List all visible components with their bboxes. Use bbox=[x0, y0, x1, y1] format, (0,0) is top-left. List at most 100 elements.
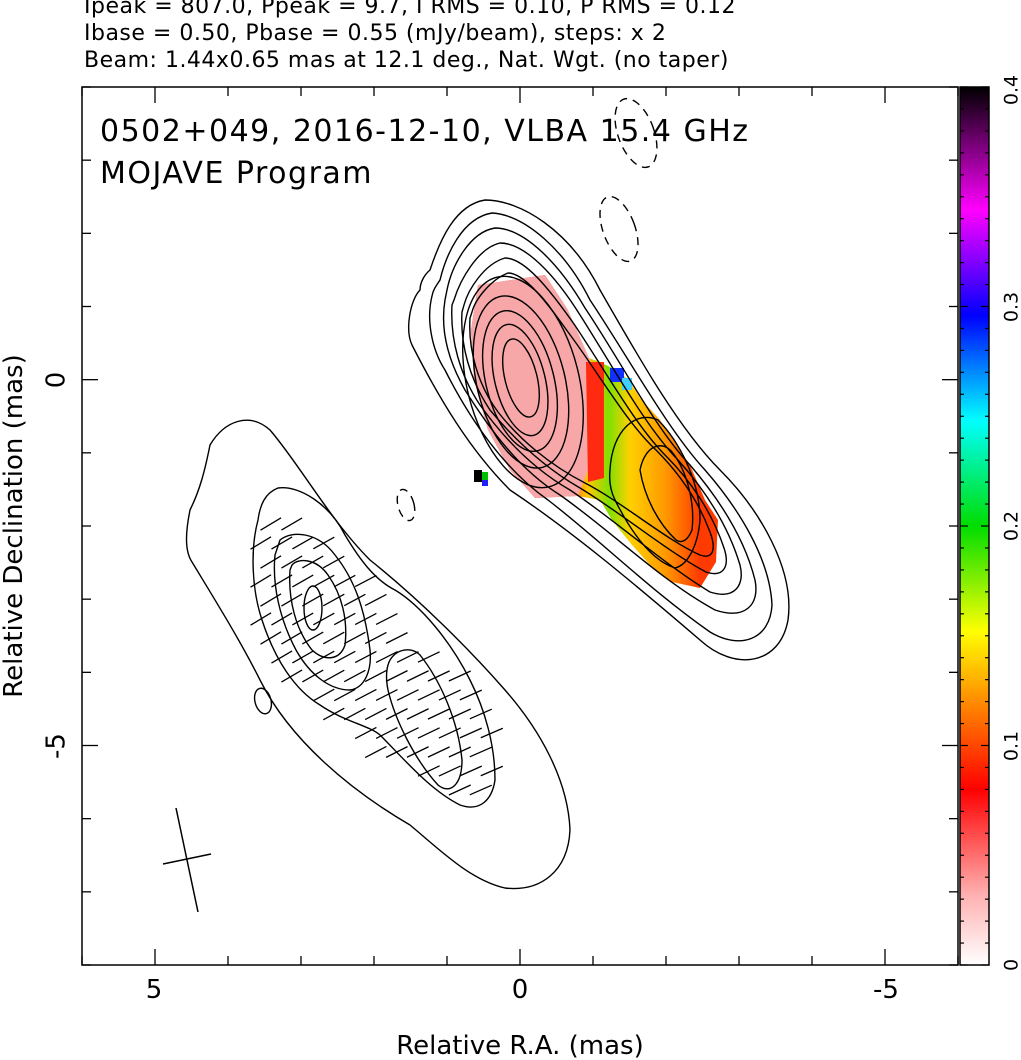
evpa-stick bbox=[354, 688, 377, 702]
evpa-stick bbox=[250, 536, 272, 550]
evpa-stick bbox=[281, 593, 303, 607]
evpa-stick bbox=[343, 631, 366, 645]
evpa-stick bbox=[302, 631, 324, 645]
evpa-stick bbox=[438, 727, 461, 739]
evpa-stick bbox=[438, 765, 461, 777]
evpa-stick bbox=[333, 688, 356, 702]
evpa-stick bbox=[271, 536, 293, 550]
evpa-stick bbox=[322, 631, 345, 645]
evpa-stick bbox=[302, 669, 324, 683]
colorbar-tick-label: 0.3 bbox=[1001, 292, 1021, 322]
evpa-stick bbox=[292, 574, 314, 588]
evpa-stick bbox=[469, 708, 493, 720]
evpa-stick bbox=[375, 688, 398, 702]
evpa-stick bbox=[333, 574, 356, 588]
evpa-stick bbox=[375, 726, 398, 740]
evpa-stick bbox=[480, 727, 504, 739]
evpa-stick bbox=[250, 574, 272, 588]
evpa-stick bbox=[343, 707, 366, 721]
intensity-contours bbox=[185, 199, 790, 890]
evpa-stick bbox=[364, 745, 387, 759]
evpa-stick bbox=[375, 650, 398, 664]
y-tick-label: 0 bbox=[42, 372, 72, 389]
colorbar-tick-label: 0 bbox=[1001, 959, 1021, 971]
evpa-stick bbox=[312, 650, 335, 664]
evpa-stick bbox=[292, 612, 314, 626]
evpa-stick bbox=[396, 689, 419, 701]
evpa-stick bbox=[406, 746, 429, 758]
y-axis-label: Relative Declination (mas) bbox=[0, 354, 29, 697]
evpa-stick bbox=[333, 612, 356, 626]
evpa-stick bbox=[302, 555, 324, 569]
evpa-stick bbox=[406, 708, 429, 720]
evpa-stick bbox=[333, 650, 356, 664]
colorbar-tick-label: 0.1 bbox=[1001, 731, 1021, 761]
evpa-stick bbox=[354, 726, 377, 740]
header-line-3: Beam: 1.44x0.65 mas at 12.1 deg., Nat. W… bbox=[84, 48, 729, 73]
evpa-stick bbox=[459, 765, 483, 777]
evpa-stick bbox=[417, 727, 440, 739]
negative-contours bbox=[396, 97, 658, 522]
evpa-stick bbox=[271, 612, 293, 626]
evpa-stick bbox=[312, 688, 335, 702]
evpa-stick bbox=[260, 555, 282, 569]
evpa-stick bbox=[385, 708, 408, 720]
x-tick-label: 0 bbox=[512, 975, 529, 1005]
evpa-stick bbox=[385, 632, 408, 644]
evpa-stick bbox=[354, 612, 377, 626]
evpa-stick bbox=[459, 727, 483, 739]
evpa-stick bbox=[271, 574, 293, 588]
evpa-stick bbox=[260, 631, 282, 645]
axis-ticks bbox=[81, 86, 959, 966]
y-tick-label: -5 bbox=[42, 733, 72, 759]
colorbar-ticks bbox=[960, 86, 989, 966]
evpa-stick bbox=[292, 650, 314, 664]
evpa-stick bbox=[260, 593, 282, 607]
evpa-stick bbox=[322, 669, 345, 683]
evpa-stick bbox=[260, 517, 282, 531]
evpa-stick bbox=[480, 765, 504, 777]
evpa-stick bbox=[448, 746, 471, 758]
evpa-stick bbox=[438, 689, 461, 701]
evpa-stick bbox=[375, 612, 398, 626]
evpa-stick bbox=[406, 670, 429, 682]
evpa-stick bbox=[385, 670, 408, 682]
evpa-stick bbox=[343, 669, 366, 683]
evpa-stick bbox=[448, 784, 471, 796]
evpa-stick bbox=[364, 707, 387, 721]
evpa-stick bbox=[354, 650, 377, 664]
evpa-stick bbox=[448, 708, 471, 720]
evpa-stick bbox=[281, 517, 303, 531]
evpa-stick bbox=[469, 784, 493, 796]
evpa-stick bbox=[396, 651, 419, 663]
header-line-2: Ibase = 0.50, Pbase = 0.55 (mJy/beam), s… bbox=[84, 21, 667, 46]
plot-frame bbox=[81, 86, 959, 966]
evpa-stick bbox=[364, 631, 387, 645]
evpa-stick bbox=[312, 612, 335, 626]
evpa-stick bbox=[281, 555, 303, 569]
evpa-stick bbox=[354, 574, 377, 588]
x-tick-label: -5 bbox=[873, 975, 899, 1005]
evpa-stick bbox=[281, 669, 303, 683]
header-line-1: Ipeak = 807.0, Ppeak = 9.7, I RMS = 0.10… bbox=[84, 0, 736, 19]
evpa-stick bbox=[427, 708, 450, 720]
x-axis-label: Relative R.A. (mas) bbox=[396, 1031, 643, 1060]
evpa-stick bbox=[364, 593, 387, 607]
chart-subtitle: MOJAVE Program bbox=[100, 156, 373, 191]
evpa-stick bbox=[427, 670, 450, 682]
evpa-stick bbox=[292, 536, 314, 550]
evpa-stick bbox=[417, 689, 440, 701]
evpa-stick bbox=[281, 631, 303, 645]
evpa-stick bbox=[448, 670, 471, 682]
evpa-stick bbox=[469, 746, 493, 758]
polarization-color-map bbox=[471, 275, 718, 588]
chart-title: 0502+049, 2016-12-10, VLBA 15.4 GHz bbox=[100, 114, 750, 149]
evpa-stick bbox=[385, 746, 408, 758]
evpa-vectors bbox=[250, 517, 504, 796]
evpa-stick bbox=[417, 651, 440, 663]
evpa-stick bbox=[312, 574, 335, 588]
evpa-stick bbox=[271, 650, 293, 664]
evpa-stick bbox=[396, 727, 419, 739]
evpa-stick bbox=[417, 765, 440, 777]
